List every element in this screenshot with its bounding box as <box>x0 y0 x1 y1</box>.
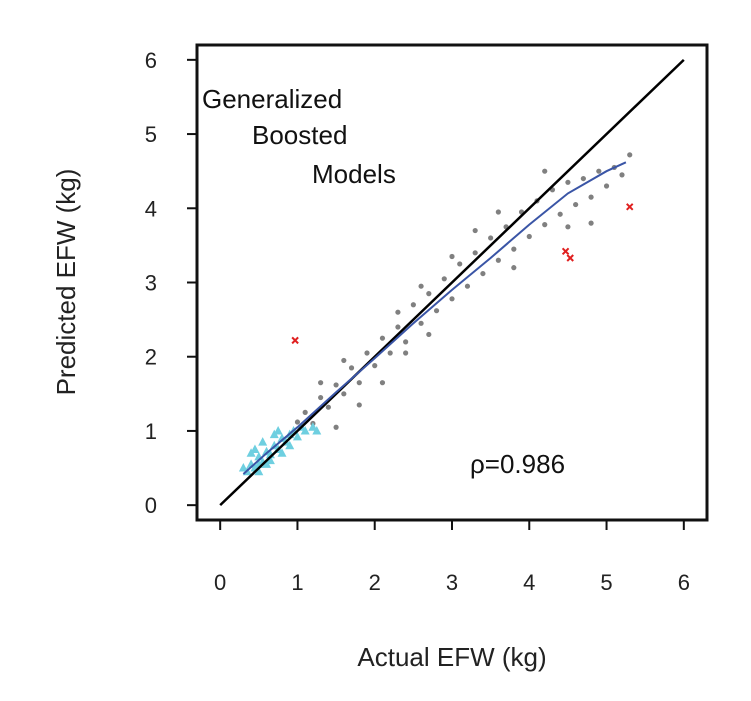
main-cloud-point <box>410 302 416 308</box>
main-cloud-point <box>325 404 331 410</box>
low-weight-point <box>312 425 322 435</box>
fit-curve <box>242 161 627 475</box>
main-cloud-point <box>627 152 633 158</box>
title-line-3: Models <box>312 159 396 189</box>
main-cloud-point <box>565 224 571 230</box>
main-cloud-point <box>426 331 432 338</box>
main-cloud-point <box>580 175 586 182</box>
main-cloud-point <box>588 220 594 226</box>
correlation-label: ρ=0.986 <box>470 449 565 479</box>
main-cloud-point <box>472 227 478 234</box>
main-cloud-point <box>418 283 424 289</box>
main-cloud-point <box>395 309 401 315</box>
main-cloud-point <box>557 211 563 217</box>
title-line-1: Generalized <box>202 84 342 114</box>
main-cloud-point <box>542 222 548 228</box>
main-cloud-point <box>495 209 501 215</box>
y-tick-label: 5 <box>145 122 157 147</box>
main-cloud-point <box>449 253 455 260</box>
x-tick-label: 0 <box>214 570 226 595</box>
reference-lines <box>219 58 685 507</box>
main-cloud-point <box>341 357 347 364</box>
x-tick-label: 6 <box>678 570 690 595</box>
main-cloud-point <box>356 380 362 386</box>
main-cloud-point <box>302 409 308 415</box>
low-weight-point <box>265 455 275 465</box>
title-line-2: Boosted <box>252 120 347 150</box>
main-cloud-point <box>348 365 355 371</box>
y-tick-label: 2 <box>145 345 157 370</box>
x-tick-label: 4 <box>523 570 535 595</box>
x-tick-label: 2 <box>369 570 381 595</box>
main-cloud-point <box>433 308 440 314</box>
main-cloud-point <box>333 382 339 388</box>
y-tick-label: 0 <box>145 493 157 518</box>
main-cloud-point <box>596 168 602 174</box>
main-cloud-point <box>449 296 455 302</box>
low-weight-point <box>250 444 260 453</box>
x-tick-label: 5 <box>600 570 612 595</box>
low-weight-point <box>273 425 283 435</box>
low-weight-point <box>300 425 310 435</box>
main-cloud-point <box>488 235 494 241</box>
main-cloud-point <box>495 257 501 263</box>
low-weight-point <box>258 437 268 446</box>
main-cloud-point <box>333 424 339 430</box>
main-cloud-point <box>573 201 579 208</box>
main-cloud-point <box>588 194 594 200</box>
axis-ticks: 0 1 2 3 4 5 6 0 1 2 3 4 5 6 <box>145 48 690 595</box>
main-cloud-point <box>526 233 532 240</box>
main-cloud-point <box>356 402 362 408</box>
y-tick-label: 3 <box>145 271 157 296</box>
main-cloud-point <box>603 183 610 189</box>
x-tick-label: 3 <box>446 570 458 595</box>
low-weight-point <box>277 433 287 442</box>
x-axis-title: Actual EFW (kg) <box>357 642 546 672</box>
low-weight-point <box>254 466 264 476</box>
low-weight-point <box>269 440 279 450</box>
x-tick-label: 1 <box>291 570 303 595</box>
main-cloud-point <box>403 350 409 356</box>
main-cloud-point <box>565 179 571 185</box>
main-cloud-point <box>511 265 517 271</box>
outliers-point <box>561 247 570 256</box>
main-cloud-point <box>441 276 447 282</box>
main-cloud-point <box>619 172 625 178</box>
low-weight-point <box>292 431 302 441</box>
main-cloud-point <box>379 335 386 341</box>
main-cloud-point <box>387 350 393 356</box>
low-weight-point <box>285 440 295 450</box>
main-cloud-point <box>341 391 347 397</box>
outliers-point <box>626 203 634 211</box>
main-cloud-point <box>318 394 324 401</box>
y-tick-label: 6 <box>145 48 157 73</box>
identity-line <box>219 58 685 507</box>
low-weight-point <box>277 448 287 457</box>
main-cloud-point <box>372 363 378 369</box>
main-cloud-point <box>542 168 548 174</box>
main-cloud-point <box>457 261 463 267</box>
main-cloud-point <box>318 380 324 386</box>
main-cloud-point <box>511 246 517 252</box>
main-cloud-point <box>464 283 471 289</box>
main-cloud-point <box>379 380 386 386</box>
main-cloud-point <box>403 339 409 345</box>
low-weight-point <box>308 422 318 431</box>
main-cloud-point <box>426 291 432 297</box>
main-cloud-point <box>472 250 478 256</box>
main-cloud-point <box>364 350 370 356</box>
main-cloud-point <box>418 320 424 326</box>
low-weight-point <box>238 463 248 472</box>
main-cloud-point <box>395 324 401 330</box>
outliers-point <box>566 254 574 262</box>
y-tick-label: 1 <box>145 419 157 444</box>
outliers-point <box>291 336 299 345</box>
main-cloud-point <box>480 270 486 277</box>
main-cloud-point <box>294 419 301 425</box>
y-axis-title: Predicted EFW (kg) <box>51 169 81 396</box>
y-tick-label: 4 <box>145 196 157 221</box>
